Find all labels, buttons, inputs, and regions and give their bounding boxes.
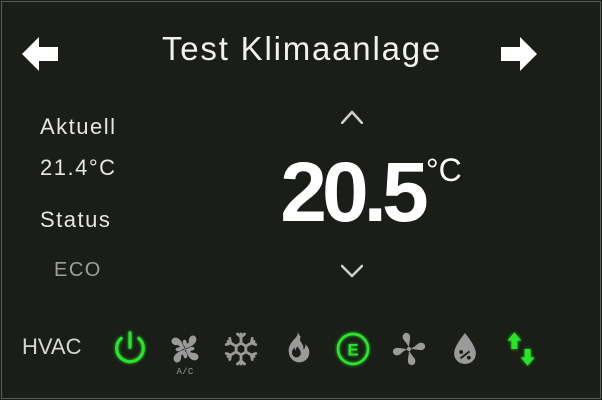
svg-text:E: E [347, 341, 358, 360]
